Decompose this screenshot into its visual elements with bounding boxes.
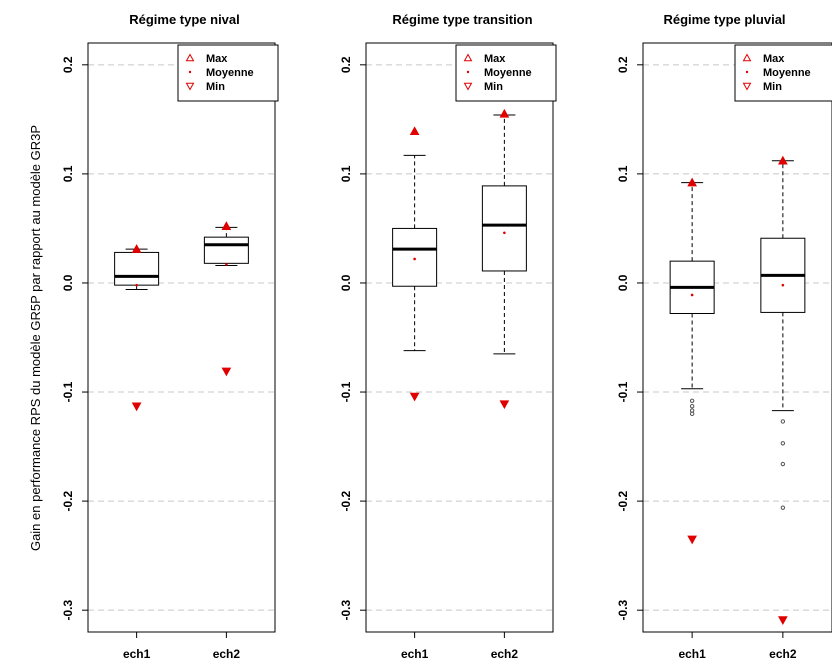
box-ech2: ech2 (760, 155, 806, 661)
legend-label: Min (484, 81, 503, 93)
y-tick-label: -0.2 (339, 490, 353, 511)
outlier-point (689, 398, 695, 403)
mean-point (135, 283, 138, 287)
outlier-point (689, 404, 695, 409)
box-ech1: ech1 (392, 126, 438, 661)
mean-point (781, 283, 785, 287)
outlier-point (780, 505, 786, 510)
y-axis-title: Gain en performance RPS du modèle GR5P p… (28, 125, 43, 551)
legend: Max Moyenne Min (734, 44, 832, 102)
outlier-point (780, 441, 786, 446)
y-tick-label: -0.2 (616, 490, 630, 511)
x-tick-label: ech1 (678, 647, 706, 661)
y-tick-label: 0.1 (616, 165, 630, 182)
plot-frame (87, 42, 276, 633)
legend-label: Max (763, 53, 785, 65)
box-iqr (203, 236, 249, 264)
legend-max-symbol (463, 53, 473, 62)
legend: Max Moyenne Min (177, 44, 279, 102)
outlier-point (780, 461, 786, 467)
plot-frame (365, 42, 554, 633)
legend-label: Max (484, 53, 506, 65)
mean-point (503, 231, 506, 235)
mean-point (225, 263, 228, 266)
legend-label: Max (206, 53, 228, 65)
y-tick-label: -0.3 (616, 600, 630, 621)
legend-min-symbol (463, 82, 473, 91)
box-ech2: ech2 (203, 221, 249, 661)
y-tick-label: -0.1 (339, 381, 353, 402)
y-tick-label: 0.2 (61, 56, 75, 73)
panel-title: Régime type transition (392, 12, 532, 27)
max-marker (778, 155, 788, 165)
mean-point (413, 257, 416, 261)
y-tick-label: -0.3 (61, 600, 75, 621)
max-marker (409, 126, 420, 136)
max-marker (131, 244, 142, 253)
min-marker (221, 367, 232, 377)
min-marker (409, 392, 420, 402)
box-iqr (481, 185, 527, 272)
min-marker (778, 616, 788, 626)
legend: Max Moyenne Min (455, 44, 557, 102)
min-marker (499, 400, 510, 410)
panel-2: Régime type transition 0.2 0.1 0.0 -0.1 -0.2 -… (339, 12, 557, 661)
y-tick-label: 0.0 (616, 274, 630, 291)
legend-min-symbol (742, 82, 752, 91)
min-marker (687, 535, 697, 545)
y-tick-label: 0.2 (616, 56, 630, 73)
panel-3: Régime type pluvial 0.2 0.1 0.0 -0.1 -0.2 -0.3… (616, 12, 832, 661)
x-tick-label: ech1 (123, 647, 151, 661)
box-ech1: ech1 (114, 244, 160, 661)
max-marker (687, 177, 697, 187)
legend-box (734, 44, 832, 102)
y-tick-label: 0.0 (339, 274, 353, 291)
outlier-point (780, 419, 786, 424)
box-ech2: ech2 (481, 108, 527, 661)
legend-box (455, 44, 557, 102)
mean-point (690, 293, 694, 297)
legend-label: Moyenne (206, 67, 254, 79)
legend-label: Min (763, 81, 782, 93)
max-marker (499, 108, 510, 118)
box-iqr (114, 251, 160, 286)
panel-title: Régime type nival (129, 12, 240, 27)
box-ech1: ech1 (669, 177, 715, 661)
legend-mean-symbol (188, 70, 192, 74)
y-tick-label: 0.1 (61, 165, 75, 182)
legend-max-symbol (185, 53, 195, 62)
legend-label: Moyenne (484, 67, 532, 79)
panel-1: Régime type nival 0.2 0.1 0.0 -0.1 -0.2 -0.3 ec… (61, 12, 279, 661)
panel-title: Régime type pluvial (663, 12, 785, 27)
max-marker (221, 221, 232, 230)
y-tick-label: -0.1 (61, 381, 75, 402)
x-tick-label: ech1 (401, 647, 429, 661)
y-tick-label: -0.1 (616, 381, 630, 402)
legend-box (177, 44, 279, 102)
legend-max-symbol (742, 53, 752, 62)
legend-min-symbol (185, 82, 195, 91)
legend-mean-symbol (745, 70, 749, 74)
legend-label: Moyenne (763, 67, 811, 79)
y-tick-label: 0.1 (339, 165, 353, 182)
box-iqr (392, 227, 438, 287)
outlier-point (689, 411, 695, 417)
y-tick-label: -0.3 (339, 600, 353, 621)
y-tick-label: -0.2 (61, 490, 75, 511)
y-tick-label: 0.0 (61, 274, 75, 291)
x-tick-label: ech2 (213, 647, 241, 661)
plot-frame (642, 42, 832, 633)
min-marker (131, 402, 142, 412)
legend-mean-symbol (466, 70, 470, 74)
x-tick-label: ech2 (491, 647, 519, 661)
legend-label: Min (206, 81, 225, 93)
x-tick-label: ech2 (769, 647, 797, 661)
y-tick-label: 0.2 (339, 56, 353, 73)
